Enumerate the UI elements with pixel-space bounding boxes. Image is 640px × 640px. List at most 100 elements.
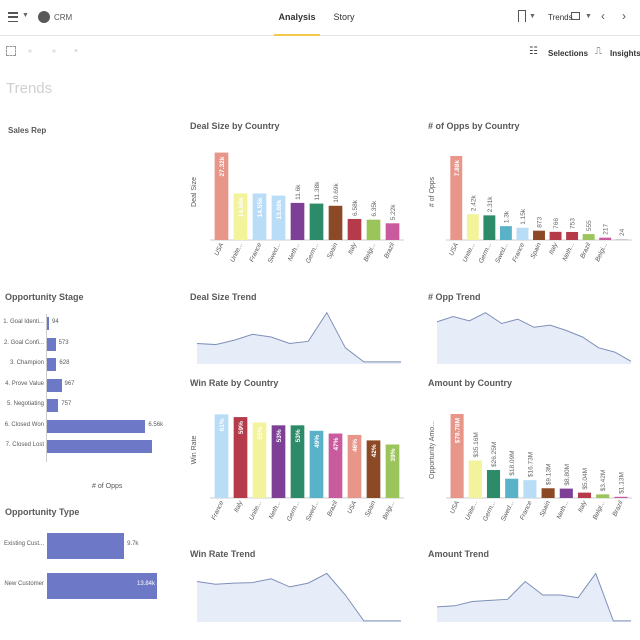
win-rate-trend-title: Win Rate Trend xyxy=(190,549,256,559)
stage-axis xyxy=(46,314,47,462)
bookmark-icon[interactable] xyxy=(518,10,526,22)
stage-label[interactable]: 7. Closed Lost xyxy=(5,442,44,448)
insights-icon[interactable]: ⎍ xyxy=(595,46,602,57)
x-tick-label: Germ... xyxy=(478,242,494,265)
next-sheet-icon[interactable]: › xyxy=(622,9,626,23)
previous-sheet-icon[interactable]: ‹ xyxy=(601,9,605,23)
sheet-icon[interactable] xyxy=(571,12,580,20)
x-tick-label: Germ... xyxy=(305,242,321,265)
amount-by-country-chart[interactable]: Opportunity Amo... $78.78M USA $35.16M Unite… xyxy=(424,394,636,534)
bar-data-label: 61% xyxy=(219,418,226,431)
sales-rep-filter-title[interactable]: Sales Rep xyxy=(8,126,47,135)
tab-story[interactable]: Story xyxy=(333,12,355,22)
bar-data-label: 2.42k xyxy=(470,195,477,212)
bar xyxy=(614,496,628,498)
stage-bar[interactable] xyxy=(47,317,49,330)
amount-trend-title: Amount Trend xyxy=(428,549,489,559)
chevron-down-icon[interactable]: ▼ xyxy=(585,13,592,20)
x-tick-label: Brazil xyxy=(611,499,624,517)
bar-data-label: 766 xyxy=(553,218,560,229)
step-forward-icon[interactable]: » xyxy=(52,48,56,55)
bar-data-label: $78.78M xyxy=(455,418,462,443)
stage-value: 757 xyxy=(61,401,72,407)
bar xyxy=(233,193,248,240)
stage-bar[interactable] xyxy=(47,358,57,371)
y-axis-label: # of Opps xyxy=(429,176,436,207)
y-axis-label: Win Rate xyxy=(191,436,198,465)
bar-data-label: 53% xyxy=(276,429,283,442)
chevron-down-icon[interactable]: ▼ xyxy=(22,12,29,19)
hamburger-menu-icon[interactable] xyxy=(8,10,22,24)
x-tick-label: Brazil xyxy=(383,241,396,259)
bar xyxy=(233,417,248,498)
deal-size-by-country-title: Deal Size by Country xyxy=(190,121,280,131)
bar-data-label: 59% xyxy=(238,421,245,434)
bar xyxy=(290,425,305,498)
opportunity-type-label[interactable]: Existing Cust... xyxy=(3,541,44,547)
deal-size-by-country-chart[interactable]: Deal Size 27.32k USA 14.56k Unite... 14.55k Fr… xyxy=(186,136,408,276)
bar-data-label: 55% xyxy=(257,426,264,439)
stage-bar[interactable] xyxy=(47,440,152,453)
selections-button[interactable]: Selections xyxy=(548,49,589,58)
deal-size-trend-chart[interactable] xyxy=(196,306,402,368)
bar xyxy=(347,434,362,498)
x-tick-label: Swed... xyxy=(305,500,321,523)
x-tick-label: Belgi... xyxy=(592,500,607,521)
stage-bar[interactable] xyxy=(47,378,62,392)
clear-selections-icon[interactable]: × xyxy=(74,48,79,55)
bar-data-label: 13.88k xyxy=(276,199,283,219)
bar xyxy=(468,460,482,498)
insights-button[interactable]: Insights xyxy=(610,49,640,58)
stage-label[interactable]: 6. Closed Won xyxy=(4,421,44,428)
bar-data-label: $16.73M xyxy=(527,452,534,477)
bar-data-label: 10.69k xyxy=(333,183,340,203)
stage-label[interactable]: 5. Negotiating xyxy=(6,401,44,407)
x-tick-label: Germ... xyxy=(482,500,498,523)
selections-icon[interactable]: ☷ xyxy=(529,46,538,57)
amount-trend-chart[interactable] xyxy=(436,564,632,626)
stage-label[interactable]: 2. Goal Confi... xyxy=(3,339,44,346)
x-tick-label: Neth... xyxy=(556,500,571,520)
opps-by-country-chart[interactable]: # of Opps 7.88k USA 2.42k Unite... 2.31k Germ.… xyxy=(424,136,636,276)
bar-data-label: 873 xyxy=(537,216,544,227)
opportunity-stage-title: Opportunity Stage xyxy=(5,292,84,302)
x-tick-label: Germ... xyxy=(286,500,302,523)
win-rate-by-country-chart[interactable]: Win Rate 61% France 59% Italy 55% Unite... 53% N… xyxy=(186,394,408,534)
bar xyxy=(549,231,562,240)
bar xyxy=(214,414,229,498)
sheet-selector[interactable]: Trends xyxy=(548,13,573,22)
trend-line xyxy=(196,311,401,363)
stage-label[interactable]: 3. Champion xyxy=(9,360,44,366)
win-rate-trend-chart[interactable] xyxy=(196,564,402,626)
bar-data-label: $5.04M xyxy=(582,468,589,490)
step-back-icon[interactable]: » xyxy=(28,48,32,55)
bar-data-label: $26.25M xyxy=(491,442,498,467)
opp-trend-chart[interactable] xyxy=(436,306,632,368)
bar xyxy=(533,230,545,240)
smart-search-icon[interactable] xyxy=(6,46,16,56)
app-name[interactable]: CRM xyxy=(54,13,73,22)
opportunity-type-bar[interactable] xyxy=(47,533,125,559)
bar xyxy=(596,494,610,498)
stage-label[interactable]: 4. Prove Value xyxy=(5,380,44,387)
opportunity-type-label[interactable]: New Customer xyxy=(4,581,44,587)
bar-data-label: 27.32k xyxy=(219,156,226,176)
chevron-down-icon[interactable]: ▼ xyxy=(529,13,536,20)
bar xyxy=(599,237,612,240)
stage-bar[interactable] xyxy=(47,419,146,433)
opportunity-type-title: Opportunity Type xyxy=(5,507,80,517)
bar xyxy=(523,480,537,498)
stage-bar[interactable] xyxy=(47,337,56,351)
stage-label[interactable]: 1. Goal Identi... xyxy=(3,319,44,325)
tab-analysis[interactable]: Analysis xyxy=(274,0,320,36)
stage-bar[interactable] xyxy=(47,399,59,412)
opportunity-type-bar[interactable] xyxy=(47,573,157,599)
x-tick-label: Brazil xyxy=(579,241,592,259)
x-tick-label: Unite... xyxy=(229,242,244,264)
bar-data-label: 1.15k xyxy=(520,208,527,225)
y-axis-label: Opportunity Amo... xyxy=(429,421,436,479)
bar xyxy=(615,239,628,240)
x-tick-label: Belgi... xyxy=(594,242,609,263)
x-tick-label: Italy xyxy=(548,241,560,255)
selection-toolbar: » » × ☷ Selections ⎍ Insights xyxy=(0,36,640,72)
